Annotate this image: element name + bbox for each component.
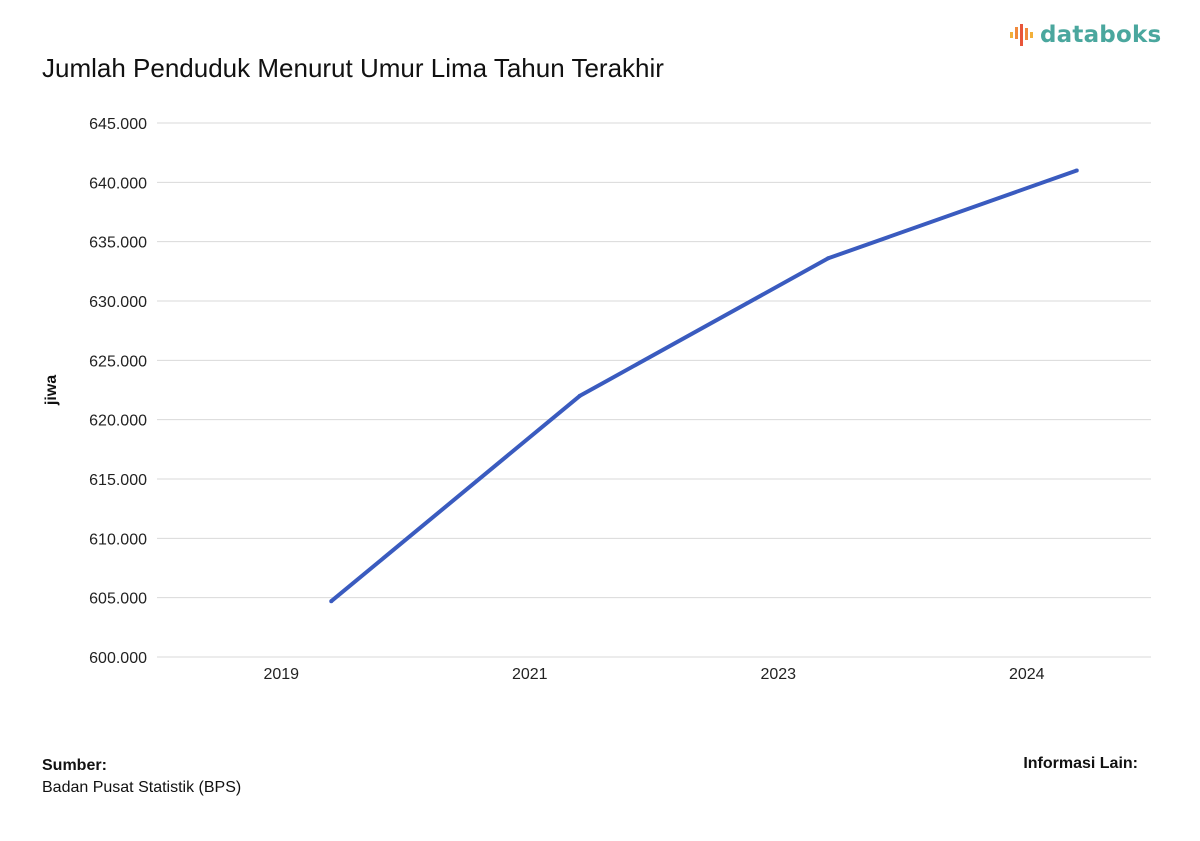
data-point (1074, 168, 1079, 173)
y-tick-label: 615.000 (89, 472, 147, 489)
line-chart: 600.000 605.000 610.000 615.000 620.000 625.0… (43, 116, 1151, 683)
data-point (329, 599, 334, 604)
x-tick-label: 2023 (760, 666, 796, 683)
series-line (329, 168, 1078, 603)
y-tick-label: 620.000 (89, 413, 147, 430)
brand-logo: databoks (1008, 22, 1161, 48)
x-tick-label: 2024 (1009, 666, 1045, 683)
y-tick-label: 625.000 (89, 353, 147, 370)
logo-bar (1015, 27, 1018, 39)
y-tick-label: 605.000 (89, 591, 147, 608)
y-tick-label: 630.000 (89, 294, 147, 311)
source-block: Sumber: Badan Pusat Statistik (BPS) (42, 755, 241, 799)
other-info-heading: Informasi Lain: (1023, 755, 1138, 772)
brand-name: databoks (1040, 22, 1162, 48)
gridlines (157, 122, 1151, 658)
y-tick-labels: 600.000 605.000 610.000 615.000 620.000 625.0… (89, 116, 147, 667)
logo-bar (1020, 24, 1023, 46)
y-tick-label: 635.000 (89, 235, 147, 252)
y-tick-label: 600.000 (89, 650, 147, 667)
logo-bar (1025, 28, 1028, 40)
data-point (826, 256, 831, 261)
source-text: Badan Pusat Statistik (BPS) (42, 779, 242, 796)
x-tick-label: 2021 (512, 666, 548, 683)
y-axis-title: jiwa (43, 375, 60, 406)
y-tick-label: 640.000 (89, 175, 147, 192)
x-tick-label: 2019 (263, 666, 299, 683)
data-point (577, 393, 582, 398)
x-tick-labels: 2019 2021 2023 2024 (263, 666, 1044, 683)
logo-bar (1010, 32, 1013, 38)
y-tick-label: 610.000 (89, 531, 147, 548)
y-tick-label: 645.000 (89, 116, 147, 133)
logo-bar (1030, 32, 1033, 38)
databoks-bars-icon (1010, 24, 1033, 46)
series-group (329, 168, 1079, 604)
source-heading: Sumber: (42, 757, 107, 774)
chart-title: Jumlah Penduduk Menurut Umur Lima Tahun … (42, 53, 664, 83)
